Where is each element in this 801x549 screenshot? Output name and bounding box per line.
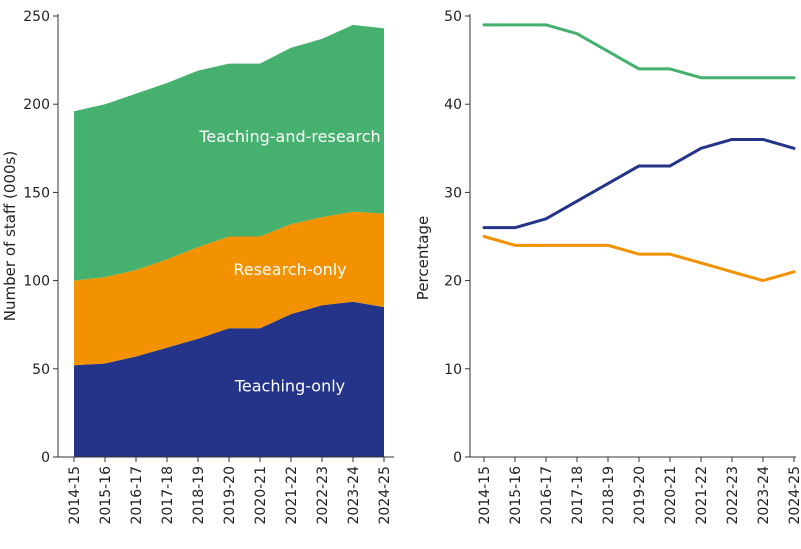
- right-x-tick-label-2016-17: 2016-17: [539, 466, 555, 525]
- left-x-tick-label-2022-23: 2022-23: [315, 466, 331, 525]
- left-x-tick-label-2023-24: 2023-24: [346, 466, 362, 525]
- area-label-teaching-and-research: Teaching-and-research: [198, 127, 380, 146]
- left-x-tick-label-2020-21: 2020-21: [253, 466, 269, 525]
- right-x-tick-label-2014-15: 2014-15: [477, 466, 493, 525]
- right-x-tick-label-2018-19: 2018-19: [601, 466, 617, 525]
- left-y-tick-label-200: 200: [23, 97, 50, 113]
- left-y-axis-title: Number of staff (000s): [1, 151, 19, 321]
- line-series-orange: [482, 235, 796, 283]
- right-y-tick-label-10: 10: [444, 362, 462, 378]
- right-x-tick-label-2015-16: 2015-16: [508, 466, 524, 525]
- right-x-tick-label-2021-22: 2021-22: [694, 466, 710, 525]
- area-research-only: [74, 211, 384, 366]
- percentage-line-chart: 0 10 20 30 40 50 2014-15 2015-16 2016-17 2017-18 2…: [414, 9, 801, 525]
- right-x-tick-label-2024-25: 2024-25: [787, 466, 801, 525]
- right-x-tick-label-2022-23: 2022-23: [725, 466, 741, 525]
- right-x-tick-label-2023-24: 2023-24: [756, 466, 772, 525]
- left-x-tick-label-2016-17: 2016-17: [129, 466, 145, 525]
- right-x-tick-label-2017-18: 2017-18: [570, 466, 586, 525]
- right-y-tick-label-20: 20: [444, 274, 462, 290]
- left-x-tick-label-2021-22: 2021-22: [284, 466, 300, 525]
- line-series-navy: [482, 137, 796, 230]
- right-y-tick-label-0: 0: [453, 450, 462, 466]
- area-label-teaching-only: Teaching-only: [234, 377, 345, 396]
- left-x-tick-label-2024-25: 2024-25: [377, 466, 393, 525]
- area-series-group: [74, 24, 384, 457]
- area-teaching-and-research: [74, 24, 384, 281]
- line-series-group: [482, 23, 796, 283]
- right-y-tick-label-30: 30: [444, 185, 462, 201]
- right-chart-axes: 0 10 20 30 40 50 2014-15 2015-16 2016-17 2017-18 2…: [444, 9, 801, 525]
- left-x-tick-label-2017-18: 2017-18: [160, 466, 176, 525]
- stacked-area-chart: Teaching-only Research-only Teaching-and-r…: [1, 9, 394, 525]
- area-labels: Teaching-only Research-only Teaching-and-r…: [198, 127, 380, 396]
- right-y-axis-title: Percentage: [414, 216, 432, 300]
- left-y-tick-label-250: 250: [23, 9, 50, 25]
- area-label-research-only: Research-only: [233, 260, 346, 279]
- left-x-tick-label-2014-15: 2014-15: [67, 466, 83, 525]
- left-x-tick-label-2015-16: 2015-16: [98, 466, 114, 525]
- left-y-tick-label-50: 50: [32, 362, 50, 378]
- right-y-tick-label-50: 50: [444, 9, 462, 25]
- area-teaching-only: [74, 301, 384, 457]
- left-y-tick-label-150: 150: [23, 185, 50, 201]
- left-x-tick-label-2018-19: 2018-19: [191, 466, 207, 525]
- left-y-tick-label-100: 100: [23, 274, 50, 290]
- left-y-tick-label-0: 0: [41, 450, 50, 466]
- right-x-tick-label-2019-20: 2019-20: [632, 466, 648, 525]
- left-x-tick-label-2019-20: 2019-20: [222, 466, 238, 525]
- right-x-tick-label-2020-21: 2020-21: [663, 466, 679, 525]
- left-chart-axes: 0 50 100 150 200 250 2014-15 2015-16 2016-17 2017…: [23, 9, 394, 525]
- right-y-tick-label-40: 40: [444, 97, 462, 113]
- line-series-green: [482, 23, 796, 80]
